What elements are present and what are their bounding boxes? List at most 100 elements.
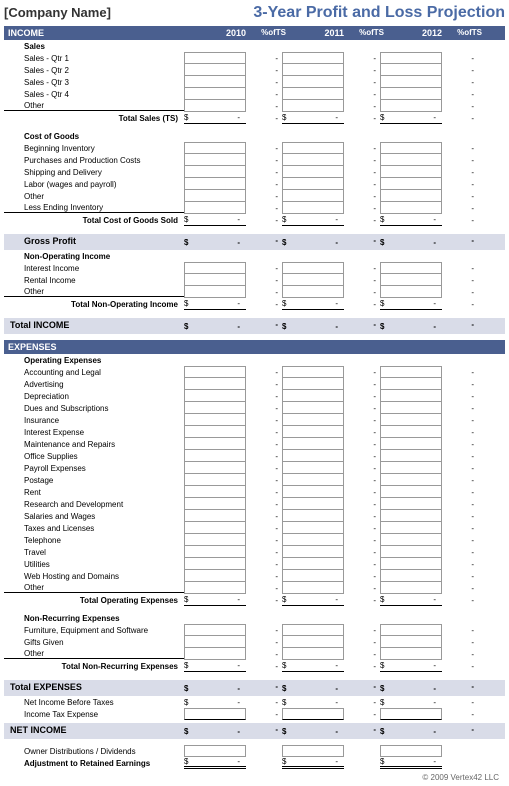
- input-cell[interactable]: [282, 154, 344, 166]
- input-cell[interactable]: [184, 190, 246, 202]
- input-cell[interactable]: [184, 534, 246, 546]
- input-cell[interactable]: [282, 190, 344, 202]
- input-cell[interactable]: [380, 274, 442, 286]
- input-cell[interactable]: [282, 510, 344, 522]
- tax-input-1[interactable]: [282, 708, 344, 720]
- input-cell[interactable]: [380, 546, 442, 558]
- input-cell[interactable]: [380, 262, 442, 274]
- input-cell[interactable]: [184, 486, 246, 498]
- input-cell[interactable]: [282, 262, 344, 274]
- input-cell[interactable]: [380, 286, 442, 298]
- input-cell[interactable]: [282, 636, 344, 648]
- input-cell[interactable]: [380, 166, 442, 178]
- tax-input-2[interactable]: [380, 708, 442, 720]
- input-cell[interactable]: [282, 450, 344, 462]
- input-cell[interactable]: [184, 262, 246, 274]
- input-cell[interactable]: [282, 64, 344, 76]
- input-cell[interactable]: [380, 142, 442, 154]
- input-cell[interactable]: [282, 166, 344, 178]
- input-cell[interactable]: [282, 426, 344, 438]
- input-cell[interactable]: [184, 522, 246, 534]
- input-cell[interactable]: [380, 154, 442, 166]
- input-cell[interactable]: [184, 636, 246, 648]
- input-cell[interactable]: [184, 402, 246, 414]
- input-cell[interactable]: [184, 88, 246, 100]
- input-cell[interactable]: [380, 624, 442, 636]
- input-cell[interactable]: [282, 76, 344, 88]
- input-cell[interactable]: [184, 546, 246, 558]
- input-cell[interactable]: [380, 390, 442, 402]
- input-cell[interactable]: [184, 450, 246, 462]
- input-cell[interactable]: [282, 366, 344, 378]
- input-cell[interactable]: [282, 648, 344, 660]
- input-cell[interactable]: [282, 486, 344, 498]
- input-cell[interactable]: [184, 100, 246, 112]
- input-cell[interactable]: [380, 366, 442, 378]
- input-cell[interactable]: [380, 202, 442, 214]
- input-cell[interactable]: [184, 154, 246, 166]
- input-cell[interactable]: [282, 402, 344, 414]
- input-cell[interactable]: [184, 624, 246, 636]
- input-cell[interactable]: [380, 534, 442, 546]
- input-cell[interactable]: [282, 546, 344, 558]
- input-cell[interactable]: [380, 402, 442, 414]
- input-cell[interactable]: [282, 534, 344, 546]
- input-cell[interactable]: [184, 366, 246, 378]
- input-cell[interactable]: [380, 498, 442, 510]
- input-cell[interactable]: [184, 498, 246, 510]
- input-cell[interactable]: [184, 202, 246, 214]
- input-cell[interactable]: [184, 166, 246, 178]
- input-cell[interactable]: [282, 286, 344, 298]
- input-cell[interactable]: [380, 648, 442, 660]
- input-cell[interactable]: [184, 178, 246, 190]
- input-cell[interactable]: [380, 636, 442, 648]
- input-cell[interactable]: [184, 414, 246, 426]
- input-cell[interactable]: [184, 438, 246, 450]
- input-cell[interactable]: [282, 142, 344, 154]
- input-cell[interactable]: [184, 378, 246, 390]
- input-cell[interactable]: [282, 88, 344, 100]
- input-cell[interactable]: [380, 438, 442, 450]
- dist-input-0[interactable]: [184, 745, 246, 757]
- input-cell[interactable]: [282, 558, 344, 570]
- input-cell[interactable]: [380, 462, 442, 474]
- input-cell[interactable]: [184, 426, 246, 438]
- input-cell[interactable]: [380, 190, 442, 202]
- input-cell[interactable]: [380, 558, 442, 570]
- input-cell[interactable]: [282, 570, 344, 582]
- input-cell[interactable]: [282, 378, 344, 390]
- input-cell[interactable]: [282, 624, 344, 636]
- input-cell[interactable]: [184, 64, 246, 76]
- input-cell[interactable]: [380, 378, 442, 390]
- input-cell[interactable]: [380, 510, 442, 522]
- input-cell[interactable]: [380, 88, 442, 100]
- input-cell[interactable]: [184, 52, 246, 64]
- input-cell[interactable]: [380, 414, 442, 426]
- input-cell[interactable]: [282, 462, 344, 474]
- dist-input-2[interactable]: [380, 745, 442, 757]
- input-cell[interactable]: [184, 570, 246, 582]
- input-cell[interactable]: [380, 52, 442, 64]
- input-cell[interactable]: [184, 648, 246, 660]
- input-cell[interactable]: [380, 178, 442, 190]
- input-cell[interactable]: [184, 558, 246, 570]
- input-cell[interactable]: [184, 510, 246, 522]
- input-cell[interactable]: [282, 52, 344, 64]
- dist-input-1[interactable]: [282, 745, 344, 757]
- input-cell[interactable]: [282, 522, 344, 534]
- input-cell[interactable]: [380, 100, 442, 112]
- input-cell[interactable]: [282, 474, 344, 486]
- input-cell[interactable]: [282, 390, 344, 402]
- input-cell[interactable]: [380, 582, 442, 594]
- input-cell[interactable]: [380, 450, 442, 462]
- input-cell[interactable]: [282, 202, 344, 214]
- input-cell[interactable]: [282, 178, 344, 190]
- input-cell[interactable]: [380, 64, 442, 76]
- input-cell[interactable]: [380, 474, 442, 486]
- input-cell[interactable]: [184, 274, 246, 286]
- input-cell[interactable]: [380, 76, 442, 88]
- input-cell[interactable]: [184, 142, 246, 154]
- input-cell[interactable]: [184, 286, 246, 298]
- input-cell[interactable]: [380, 486, 442, 498]
- tax-input-0[interactable]: [184, 708, 246, 720]
